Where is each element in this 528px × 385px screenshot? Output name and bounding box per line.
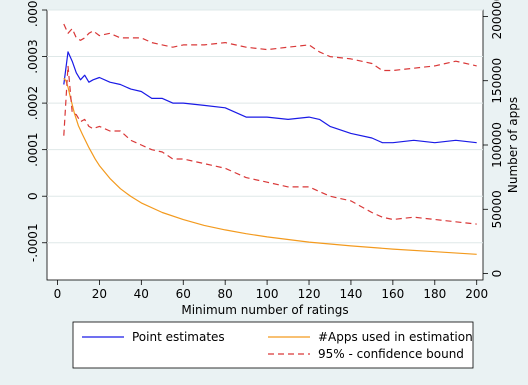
legend-label: #Apps used in estimation: [318, 330, 473, 344]
y-right-tick-label: 50000: [490, 190, 504, 228]
series-line-0: [63, 51, 477, 144]
x-tick-label: 140: [339, 287, 362, 301]
y-right-tick-label: 0: [490, 270, 504, 278]
grid: [47, 9, 483, 244]
x-axis: 0 20 40 60 80 100 120 140 160 180 200: [54, 280, 488, 301]
legend-box: [72, 321, 474, 369]
series-line-2: [63, 23, 477, 72]
y-left-axis: -.0001 0 .0001 .0002 .0003 .0004: [26, 0, 47, 262]
x-tick-label: 60: [176, 287, 191, 301]
x-tick-label: 0: [54, 287, 62, 301]
y-left-tick-label: 0: [26, 192, 40, 200]
y-right-tick-label: 200000: [490, 0, 504, 39]
legend-label: Point estimates: [132, 330, 225, 344]
legend-label: 95% - confidence bound: [318, 347, 464, 361]
x-tick-label: 40: [134, 287, 149, 301]
y-left-tick-label: .0001: [26, 132, 40, 166]
x-tick-label: 160: [381, 287, 404, 301]
x-tick-label: 80: [218, 287, 233, 301]
y-right-tick-label: 100000: [490, 122, 504, 168]
y-left-tick-label: .0003: [26, 39, 40, 73]
y-right-axis: 0 50000 100000 150000 200000: [483, 0, 504, 277]
x-tick-label: 20: [92, 287, 107, 301]
series-group: [63, 23, 477, 255]
x-tick-label: 100: [256, 287, 279, 301]
legend: Point estimates #Apps used in estimation 9…: [72, 321, 474, 369]
x-tick-label: 180: [423, 287, 446, 301]
x-tick-label: 200: [465, 287, 488, 301]
y-left-tick-label: -.0001: [26, 223, 40, 262]
y-right-axis-title: Number of apps: [506, 97, 520, 193]
series-line-1: [63, 77, 477, 255]
x-tick-label: 120: [298, 287, 321, 301]
y-left-tick-label: .0002: [26, 86, 40, 120]
plot-area: [46, 9, 484, 281]
series-line-3: [63, 65, 477, 225]
y-left-tick-label: .0004: [26, 0, 40, 27]
y-right-tick-label: 150000: [490, 58, 504, 104]
x-axis-title: Minimum number of ratings: [181, 303, 348, 317]
